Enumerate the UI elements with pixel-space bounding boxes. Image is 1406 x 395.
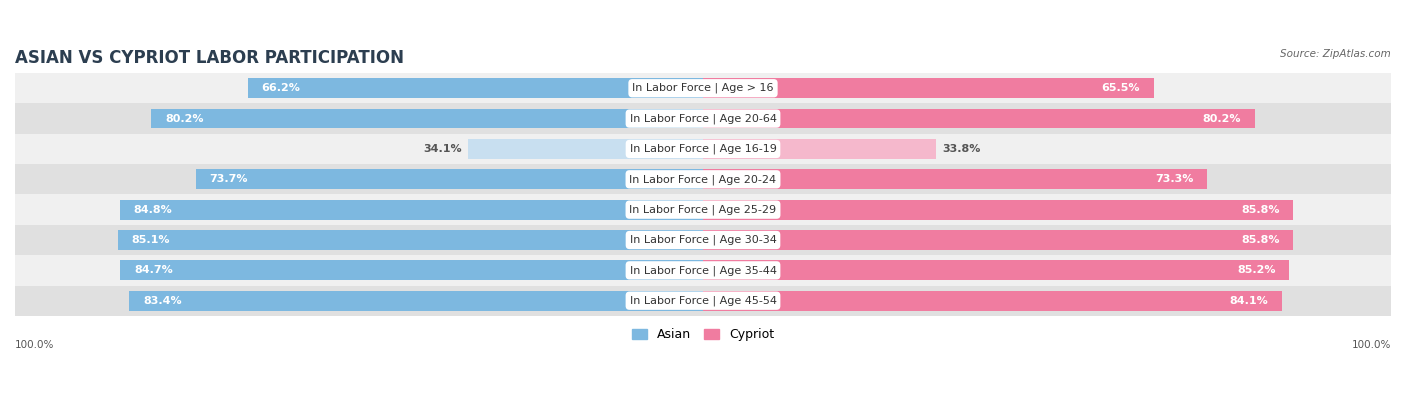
Text: 84.7%: 84.7%: [134, 265, 173, 275]
Bar: [15, 225, 1391, 255]
Bar: [703, 169, 1208, 189]
Text: In Labor Force | Age 20-64: In Labor Force | Age 20-64: [630, 113, 776, 124]
Bar: [15, 286, 1391, 316]
Text: 83.4%: 83.4%: [143, 296, 181, 306]
Text: 100.0%: 100.0%: [15, 340, 55, 350]
Bar: [703, 230, 1294, 250]
Text: Source: ZipAtlas.com: Source: ZipAtlas.com: [1281, 49, 1391, 59]
Legend: Asian, Cypriot: Asian, Cypriot: [627, 323, 779, 346]
Bar: [129, 291, 703, 310]
Bar: [120, 200, 703, 220]
Bar: [15, 134, 1391, 164]
Bar: [121, 260, 703, 280]
Text: In Labor Force | Age 20-24: In Labor Force | Age 20-24: [630, 174, 776, 184]
Text: 85.8%: 85.8%: [1241, 205, 1279, 214]
Text: 85.8%: 85.8%: [1241, 235, 1279, 245]
Text: 33.8%: 33.8%: [942, 144, 981, 154]
Text: 73.7%: 73.7%: [209, 174, 249, 184]
Text: 85.1%: 85.1%: [131, 235, 170, 245]
Text: 65.5%: 65.5%: [1101, 83, 1140, 93]
Text: 73.3%: 73.3%: [1156, 174, 1194, 184]
Bar: [15, 73, 1391, 103]
Bar: [247, 78, 703, 98]
Text: 100.0%: 100.0%: [1351, 340, 1391, 350]
Text: In Labor Force | Age > 16: In Labor Force | Age > 16: [633, 83, 773, 94]
Text: 34.1%: 34.1%: [423, 144, 461, 154]
Bar: [15, 164, 1391, 194]
Bar: [703, 200, 1294, 220]
Bar: [468, 139, 703, 159]
Text: 84.8%: 84.8%: [134, 205, 172, 214]
Text: In Labor Force | Age 25-29: In Labor Force | Age 25-29: [630, 204, 776, 215]
Text: 84.1%: 84.1%: [1229, 296, 1268, 306]
Bar: [703, 291, 1282, 310]
Bar: [15, 255, 1391, 286]
Text: In Labor Force | Age 35-44: In Labor Force | Age 35-44: [630, 265, 776, 276]
Bar: [152, 109, 703, 128]
Bar: [703, 109, 1254, 128]
Text: In Labor Force | Age 30-34: In Labor Force | Age 30-34: [630, 235, 776, 245]
Bar: [703, 260, 1289, 280]
Bar: [703, 139, 935, 159]
Text: 66.2%: 66.2%: [262, 83, 299, 93]
Text: ASIAN VS CYPRIOT LABOR PARTICIPATION: ASIAN VS CYPRIOT LABOR PARTICIPATION: [15, 49, 404, 67]
Text: 80.2%: 80.2%: [1202, 114, 1241, 124]
Bar: [703, 78, 1154, 98]
Text: In Labor Force | Age 45-54: In Labor Force | Age 45-54: [630, 295, 776, 306]
Bar: [15, 103, 1391, 134]
Bar: [195, 169, 703, 189]
Bar: [15, 194, 1391, 225]
Bar: [118, 230, 703, 250]
Text: 80.2%: 80.2%: [165, 114, 204, 124]
Text: 85.2%: 85.2%: [1237, 265, 1275, 275]
Text: In Labor Force | Age 16-19: In Labor Force | Age 16-19: [630, 144, 776, 154]
